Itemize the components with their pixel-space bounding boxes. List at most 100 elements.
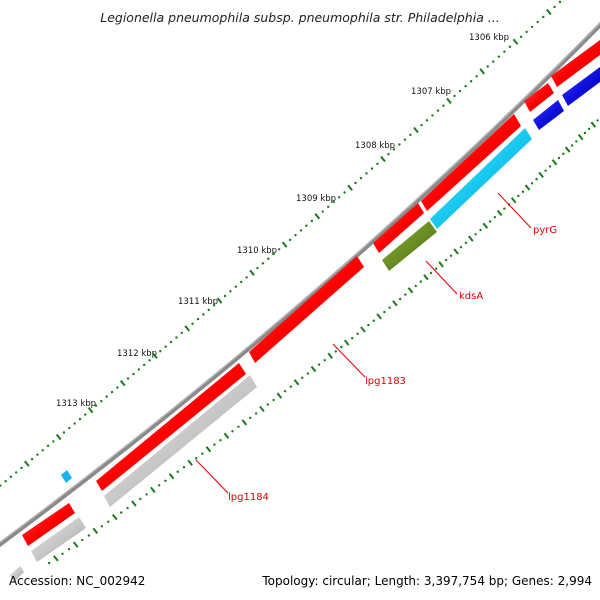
gc-dot: [30, 457, 34, 461]
gc-dash: [590, 121, 597, 128]
gc-dot: [444, 258, 448, 262]
gc-dots-outer: [0, 0, 562, 487]
gc-dot: [475, 75, 478, 78]
gc-dot: [223, 294, 227, 298]
cds-forward-5[interactable]: [249, 256, 364, 363]
gc-dash: [55, 433, 62, 441]
gc-dot: [321, 210, 324, 213]
map-title: Legionella pneumophila subsp. pneumophil…: [100, 10, 500, 25]
gc-dot: [317, 363, 321, 366]
genome-backbone-highlight: [0, 22, 600, 543]
cds-reverse-gray-2[interactable]: [31, 517, 86, 562]
genome-info-text: Topology: circular; Length: 3,397,754 bp…: [262, 574, 592, 588]
gc-dash: [150, 486, 156, 493]
gene-label-pyrG[interactable]: pyrG: [533, 225, 557, 236]
gc-dot: [272, 398, 275, 402]
gc-dash: [310, 365, 317, 373]
gc-dash: [281, 241, 288, 248]
gc-dot: [9, 475, 13, 479]
gc-dot: [180, 331, 183, 335]
gc-dot: [327, 205, 330, 208]
gc-dot: [403, 138, 407, 141]
gc-dot: [67, 547, 71, 551]
gc-dash: [510, 197, 517, 204]
gc-dot: [289, 385, 293, 388]
leader-lpg1183: [332, 343, 366, 378]
gc-dash: [327, 352, 333, 359]
gc-dot: [497, 55, 501, 58]
gc-dot: [256, 266, 259, 270]
cds-forward-1[interactable]: [551, 40, 600, 87]
gc-dot: [36, 453, 39, 456]
gc-dot: [521, 190, 525, 193]
gc-dash: [259, 405, 265, 413]
gc-dot: [508, 45, 512, 48]
tick-label-1306: 1306 kbp: [469, 33, 509, 43]
gc-dash: [347, 184, 353, 191]
cds-reverse-cyan[interactable]: [430, 128, 532, 229]
gc-dash: [205, 446, 212, 453]
gc-dot: [350, 337, 354, 340]
gc-dot: [434, 267, 438, 270]
gc-dot: [84, 413, 87, 416]
cds-reverse-gray-1[interactable]: [104, 375, 257, 507]
cds-forward-3[interactable]: [421, 114, 521, 211]
gc-dash: [564, 146, 571, 153]
gc-dot: [392, 148, 396, 151]
gc-dash: [23, 460, 30, 467]
gc-dot: [492, 60, 495, 63]
tick-label-1313: 1313 kbp: [56, 399, 96, 409]
gc-dot: [383, 310, 386, 314]
gene-label-lpg1183[interactable]: lpg1183: [365, 376, 406, 387]
gc-dot: [376, 162, 379, 165]
gc-dash: [216, 297, 223, 304]
gc-dash: [187, 459, 193, 466]
cds-reverse-olive[interactable]: [382, 221, 437, 271]
gc-dash: [423, 274, 429, 281]
gc-dot: [261, 262, 265, 265]
gene-label-kdsA[interactable]: kdsA: [459, 291, 483, 302]
gc-dot: [126, 377, 130, 380]
gc-dot: [503, 207, 506, 210]
gene-label-lpg1184[interactable]: lpg1184: [228, 492, 269, 503]
gc-dash: [453, 248, 459, 255]
gc-dot: [234, 285, 237, 288]
gc-dash: [479, 68, 485, 75]
gc-dot: [305, 224, 308, 227]
gc-dot: [164, 479, 167, 482]
gc-dot: [126, 506, 129, 510]
gc-dot: [535, 177, 538, 181]
gc-dot: [169, 340, 173, 344]
gc-dot: [388, 306, 391, 309]
gc-dot: [596, 119, 599, 122]
gc-dash: [577, 133, 584, 141]
small-feature-marker[interactable]: [61, 470, 72, 483]
gc-dot: [359, 176, 363, 180]
gc-dot: [558, 0, 562, 4]
cds-reverse-blue-2[interactable]: [533, 100, 564, 130]
gc-dash: [407, 287, 414, 294]
gc-dash: [380, 155, 386, 163]
gc-dot: [414, 284, 417, 288]
cds-forward-4[interactable]: [373, 203, 424, 253]
gc-dot: [52, 440, 55, 443]
gc-dot: [249, 416, 252, 420]
cds-forward-2[interactable]: [524, 83, 554, 112]
cds-forward-7[interactable]: [22, 503, 75, 546]
gc-dot: [367, 323, 370, 327]
gc-dash: [546, 8, 552, 16]
tick-label-1307: 1307 kbp: [411, 87, 451, 97]
gc-dot: [323, 358, 326, 362]
gc-dot: [191, 322, 194, 325]
accession-text: Accession: NC_002942: [9, 574, 146, 588]
tick-label-1309: 1309 kbp: [296, 194, 336, 204]
gc-dot: [575, 140, 578, 143]
cds-forward-6[interactable]: [96, 363, 246, 491]
gc-dot: [48, 561, 51, 565]
gc-dot: [429, 271, 433, 275]
gc-dot: [343, 191, 346, 194]
gc-dots-inner: [48, 119, 599, 565]
gc-dot: [110, 390, 114, 394]
cds-reverse-blue-1[interactable]: [562, 67, 600, 106]
